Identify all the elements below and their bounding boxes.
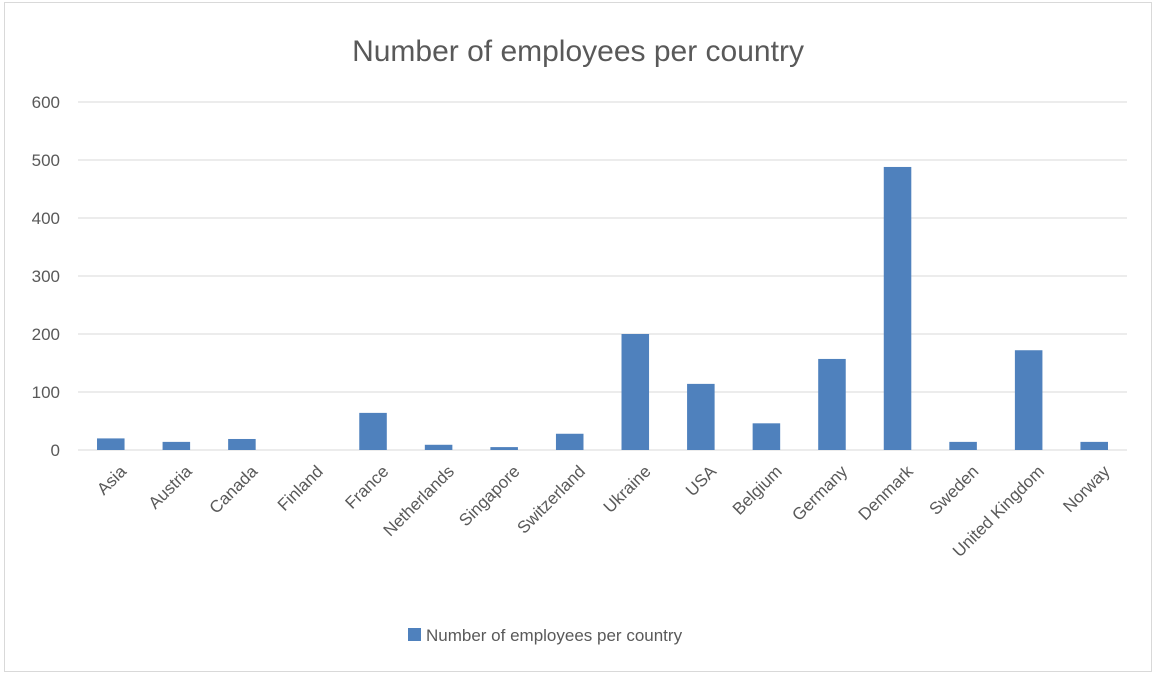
bar-netherlands — [424, 444, 453, 450]
x-tick-label: Finland — [274, 462, 327, 515]
y-tick-label: 0 — [51, 441, 60, 460]
bar-united-kingdom — [1014, 350, 1043, 450]
x-tick-label: Austria — [145, 462, 196, 513]
bar-belgium — [752, 423, 781, 450]
bar-germany — [818, 358, 846, 450]
bar-canada — [228, 438, 256, 450]
y-tick-label: 300 — [32, 267, 60, 286]
bars — [97, 166, 1108, 450]
y-tick-label: 600 — [32, 93, 60, 112]
y-tick-label: 500 — [32, 151, 60, 170]
x-tick-label: Netherlands — [380, 462, 458, 540]
x-tick-label: Ukraine — [600, 462, 655, 517]
x-tick-label: USA — [682, 461, 721, 500]
x-tick-label: Singapore — [455, 462, 523, 530]
x-tick-label: France — [341, 462, 392, 513]
legend: Number of employees per country — [408, 626, 683, 645]
y-axis-ticks: 0 100 200 300 400 500 600 — [32, 93, 60, 460]
bar-usa — [687, 383, 715, 450]
bar-ukraine — [621, 334, 650, 450]
chart-title: Number of employees per country — [352, 35, 804, 68]
gridlines — [78, 101, 1127, 451]
x-tick-label: Canada — [206, 462, 262, 518]
legend-label: Number of employees per country — [426, 626, 683, 645]
x-tick-label: Norway — [1059, 462, 1114, 517]
y-tick-label: 400 — [32, 209, 60, 228]
x-tick-label: Switzerland — [513, 462, 589, 538]
legend-swatch — [408, 628, 421, 641]
x-tick-label: Germany — [788, 462, 851, 525]
bar-asia — [97, 438, 125, 450]
bar-france — [359, 412, 387, 450]
x-axis-ticks: Asia Austria Canada Finland FranceNetherland… — [93, 461, 1114, 560]
x-tick-label: Sweden — [926, 462, 983, 519]
bar-switzerland — [555, 433, 584, 450]
bar-denmark — [883, 166, 912, 450]
chart-frame — [4, 2, 1152, 672]
bar-singapore — [490, 447, 518, 450]
x-tick-label: Asia — [93, 461, 130, 498]
y-tick-label: 100 — [32, 383, 60, 402]
x-tick-label: Denmark — [855, 462, 918, 525]
bar-sweden — [949, 441, 977, 450]
y-tick-label: 200 — [32, 325, 60, 344]
bar-austria — [162, 441, 191, 450]
x-tick-label: Belgium — [729, 462, 786, 519]
bar-norway — [1080, 441, 1108, 450]
